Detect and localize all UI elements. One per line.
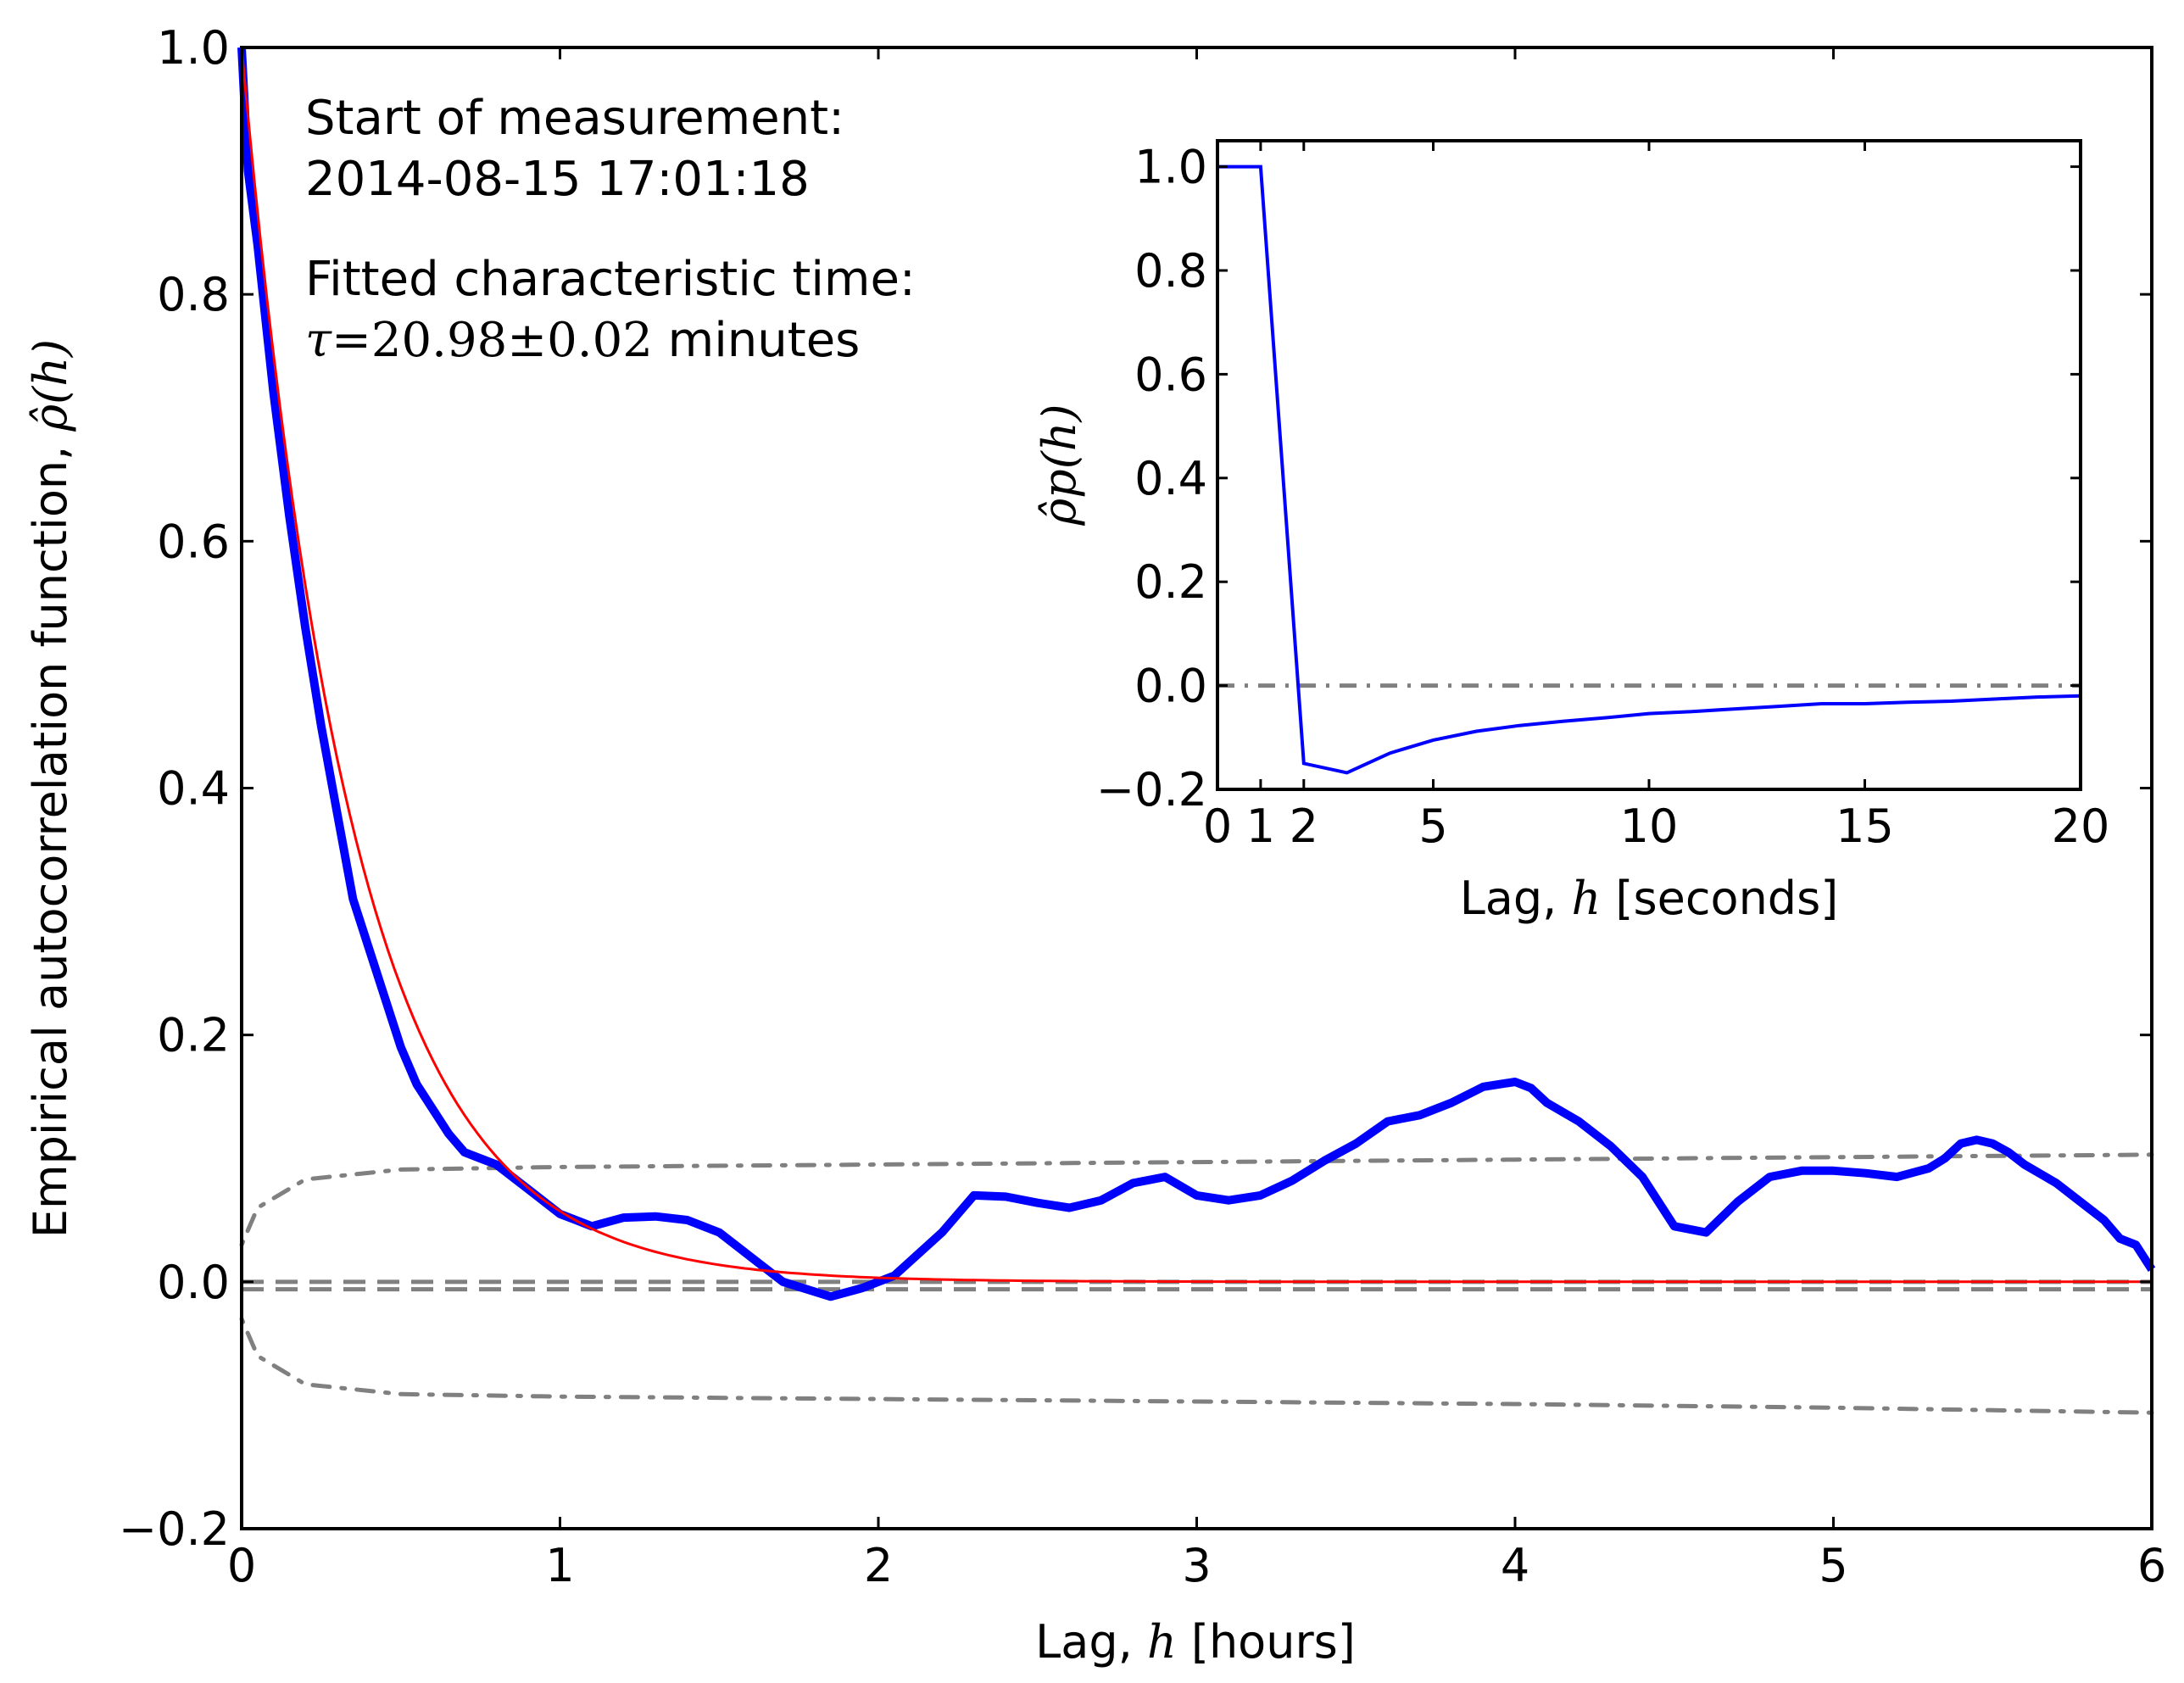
inset-y-tick-label: 0.8 bbox=[1134, 244, 1207, 298]
inset-y-tick-label: 0.4 bbox=[1134, 452, 1207, 505]
annotation-start-label: Start of measurement: bbox=[305, 91, 844, 146]
empirical-acf-line bbox=[237, 47, 2156, 1301]
exponential-fit-line bbox=[240, 47, 2152, 1284]
inset-y-tick-label: 0.2 bbox=[1134, 555, 1207, 609]
x-tick-label: 1 bbox=[545, 1539, 574, 1592]
inset-y-tick-label: 0.0 bbox=[1134, 660, 1207, 713]
y-tick-label: 0.2 bbox=[157, 1009, 230, 1062]
annotation-tau: τ=20.98±0.02 minutes bbox=[305, 313, 860, 368]
inset-x-tick-label: 20 bbox=[2052, 800, 2110, 853]
x-tick-label: 5 bbox=[1819, 1539, 1847, 1592]
x-tick-label: 2 bbox=[864, 1539, 893, 1592]
x-tick-label: 4 bbox=[1501, 1539, 1529, 1592]
y-tick-label: 0.4 bbox=[157, 762, 230, 816]
y-tick-label: 1.0 bbox=[157, 21, 230, 75]
inset-x-tick-label: 5 bbox=[1418, 800, 1447, 853]
y-tick-label: 0.6 bbox=[157, 515, 230, 568]
confidence-band-lower bbox=[239, 1317, 2154, 1415]
inset-y-tick-label: −0.2 bbox=[1096, 763, 1207, 816]
annotation-start-value: 2014-08-15 17:01:18 bbox=[305, 152, 810, 207]
inset-x-tick-label: 10 bbox=[1620, 800, 1679, 853]
inset-x-tick-label: 15 bbox=[1836, 800, 1894, 853]
inset-plot: 0 1 2 5 10 15 20 −0.2 0.0 0.2 0.4 0.6 0.8 1.0 Lag, h … bbox=[1033, 139, 2109, 925]
inset-x-tick-label: 0 bbox=[1203, 800, 1232, 853]
main-y-label: Empirical autocorrelation function, ρ̂(h… bbox=[24, 339, 77, 1238]
x-tick-label: 3 bbox=[1182, 1539, 1211, 1592]
y-tick-label: 0.0 bbox=[157, 1256, 230, 1309]
inset-ticks: 0 1 2 5 10 15 20 −0.2 0.0 0.2 0.4 0.6 0.8 1.0 bbox=[1096, 141, 2109, 853]
inset-series bbox=[1217, 164, 2081, 775]
inset-x-label: Lag, h [seconds] bbox=[1460, 872, 1839, 925]
main-series bbox=[237, 47, 2156, 1301]
confidence-band-upper bbox=[239, 1152, 2154, 1247]
x-tick-label: 0 bbox=[227, 1539, 256, 1592]
main-ticks: 0 1 2 3 4 5 6−0.20.00.20.40.60.81.0 bbox=[119, 21, 2166, 1592]
inset-x-tick-label: 2 bbox=[1290, 800, 1318, 853]
partial-acf-line bbox=[1217, 164, 2081, 775]
main-x-label: Lag, h [hours] bbox=[1035, 1615, 1356, 1669]
main-plot: 0 1 2 3 4 5 6−0.20.00.20.40.60.81.0 Lag, h [ho… bbox=[24, 21, 2166, 1669]
inset-x-tick-label: 1 bbox=[1246, 800, 1275, 853]
annotation-fit-label: Fitted characteristic time: bbox=[305, 252, 916, 307]
y-tick-label: −0.2 bbox=[119, 1502, 230, 1556]
inset-background bbox=[1217, 141, 2081, 789]
inset-y-tick-label: 0.6 bbox=[1134, 348, 1207, 401]
inset-y-label: ρ̂p(h) bbox=[1033, 404, 1086, 526]
inset-y-tick-label: 1.0 bbox=[1134, 141, 1207, 194]
x-tick-label: 6 bbox=[2137, 1539, 2166, 1592]
y-tick-label: 0.8 bbox=[157, 268, 230, 321]
